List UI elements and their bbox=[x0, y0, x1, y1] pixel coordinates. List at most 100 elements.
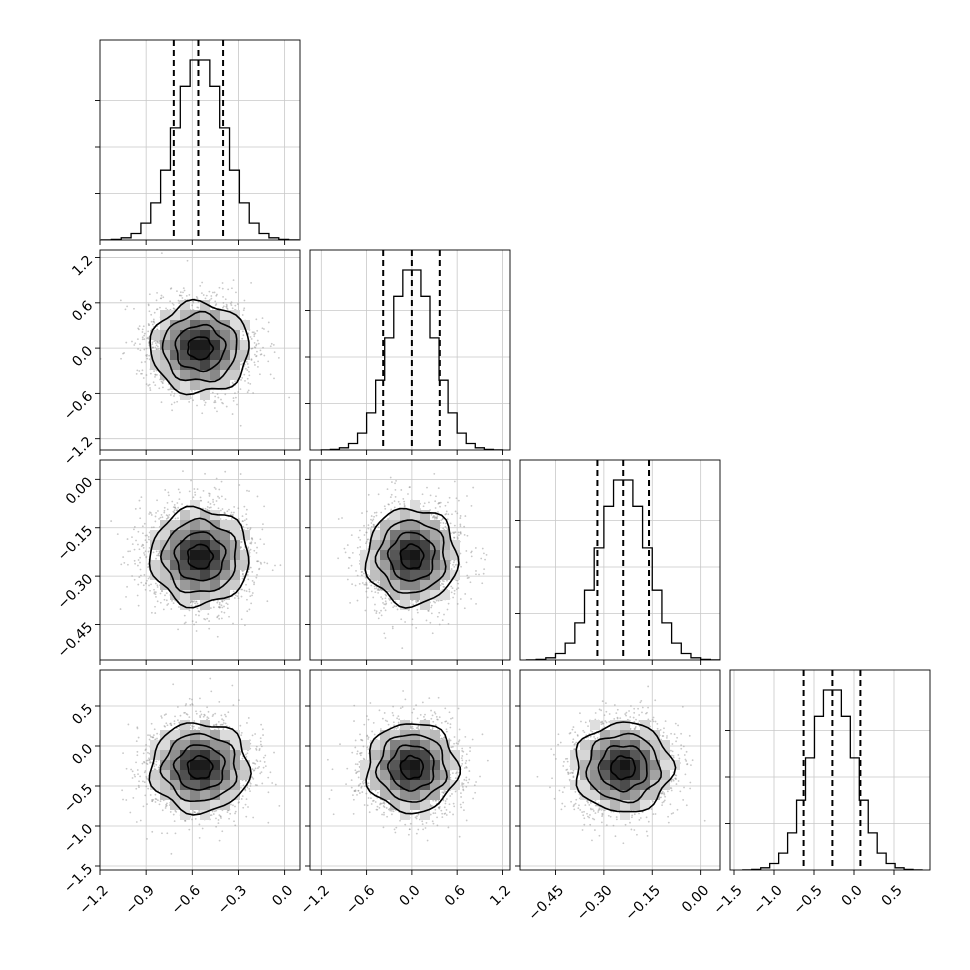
scatter-point bbox=[172, 307, 175, 310]
scatter-point bbox=[384, 507, 387, 510]
scatter-point bbox=[191, 727, 194, 730]
scatter-point bbox=[165, 599, 168, 602]
scatter-point bbox=[364, 609, 367, 612]
scatter-point bbox=[151, 346, 154, 349]
scatter-point bbox=[384, 597, 387, 600]
scatter-point bbox=[162, 386, 164, 389]
density-cell bbox=[200, 750, 210, 760]
scatter-point bbox=[248, 490, 250, 493]
scatter-point bbox=[167, 494, 170, 497]
scatter-point bbox=[173, 722, 176, 725]
scatter-point bbox=[219, 518, 222, 520]
scatter-point bbox=[243, 548, 245, 551]
scatter-point bbox=[354, 739, 357, 742]
density-cell bbox=[410, 510, 420, 520]
scatter-point bbox=[459, 598, 462, 600]
contour-line bbox=[159, 732, 238, 803]
scatter-point bbox=[247, 806, 249, 808]
scatter-point bbox=[232, 804, 234, 807]
density-cell bbox=[390, 800, 400, 810]
scatter-point bbox=[243, 307, 246, 310]
scatter-point bbox=[360, 571, 363, 573]
scatter-point bbox=[173, 395, 175, 397]
scatter-point bbox=[209, 506, 212, 509]
scatter-point bbox=[470, 550, 473, 553]
scatter-point bbox=[207, 613, 210, 615]
scatter-point bbox=[374, 801, 377, 803]
scatter-point bbox=[251, 594, 253, 597]
scatter-point bbox=[155, 557, 157, 560]
scatter-point bbox=[133, 559, 136, 562]
scatter-point bbox=[421, 820, 424, 823]
density-cell bbox=[380, 550, 390, 560]
scatter-point bbox=[126, 585, 128, 588]
scatter-point bbox=[458, 835, 461, 838]
scatter-point bbox=[416, 599, 419, 602]
scatter-point bbox=[346, 544, 349, 546]
scatter-point bbox=[356, 793, 358, 796]
scatter-point bbox=[438, 623, 441, 626]
scatter-point bbox=[441, 791, 444, 794]
scatter-point bbox=[203, 404, 206, 406]
scatter-point bbox=[395, 605, 398, 608]
scatter-point bbox=[155, 511, 157, 514]
scatter-point bbox=[251, 776, 254, 779]
density-cell bbox=[400, 750, 410, 760]
scatter-point bbox=[139, 556, 142, 559]
scatter-point bbox=[220, 714, 223, 717]
scatter-point bbox=[216, 410, 218, 413]
scatter-point bbox=[232, 590, 235, 593]
scatter-point bbox=[143, 552, 145, 554]
scatter-point bbox=[350, 786, 353, 789]
scatter-point bbox=[194, 811, 196, 814]
scatter-point bbox=[447, 622, 450, 625]
density-cell bbox=[190, 560, 200, 570]
scatter-point bbox=[422, 505, 425, 508]
scatter-point bbox=[248, 374, 251, 377]
scatter-point bbox=[563, 760, 565, 763]
scatter-point bbox=[358, 761, 361, 763]
scatter-point bbox=[241, 314, 244, 316]
scatter-point bbox=[444, 504, 447, 507]
density-cell bbox=[390, 780, 400, 790]
density-cell bbox=[410, 530, 420, 540]
scatter-point bbox=[149, 734, 151, 737]
scatter-point bbox=[456, 537, 459, 540]
scatter-point bbox=[258, 567, 261, 570]
density-cell bbox=[390, 540, 400, 550]
scatter-point bbox=[148, 584, 150, 587]
scatter-point bbox=[224, 470, 227, 473]
scatter-point bbox=[435, 495, 437, 498]
scatter-point bbox=[219, 723, 222, 726]
scatter-point bbox=[154, 515, 157, 518]
density-cell bbox=[200, 530, 210, 540]
scatter-point bbox=[250, 358, 253, 361]
scatter-point bbox=[147, 566, 150, 569]
scatter-point bbox=[149, 372, 152, 375]
scatter-point bbox=[136, 369, 139, 372]
scatter-point bbox=[468, 759, 471, 762]
scatter-point bbox=[160, 401, 163, 404]
density-panel bbox=[536, 685, 706, 845]
contour-line bbox=[172, 744, 226, 791]
scatter-point bbox=[207, 717, 210, 720]
density-cell bbox=[180, 780, 190, 790]
scatter-point bbox=[403, 500, 406, 503]
scatter-point bbox=[269, 345, 272, 348]
scatter-point bbox=[232, 397, 235, 399]
scatter-point bbox=[262, 346, 264, 349]
density-cell bbox=[210, 330, 220, 340]
scatter-point bbox=[234, 824, 237, 827]
density-cell bbox=[200, 380, 210, 390]
scatter-point bbox=[188, 697, 191, 700]
scatter-point bbox=[249, 782, 252, 785]
scatter-point bbox=[237, 507, 240, 510]
scatter-point bbox=[431, 632, 434, 635]
scatter-point bbox=[148, 752, 151, 755]
scatter-point bbox=[445, 720, 448, 723]
contour-line bbox=[149, 298, 250, 396]
scatter-point bbox=[453, 589, 456, 592]
scatter-point bbox=[145, 355, 148, 358]
scatter-point bbox=[142, 325, 145, 328]
scatter-point bbox=[246, 489, 248, 492]
